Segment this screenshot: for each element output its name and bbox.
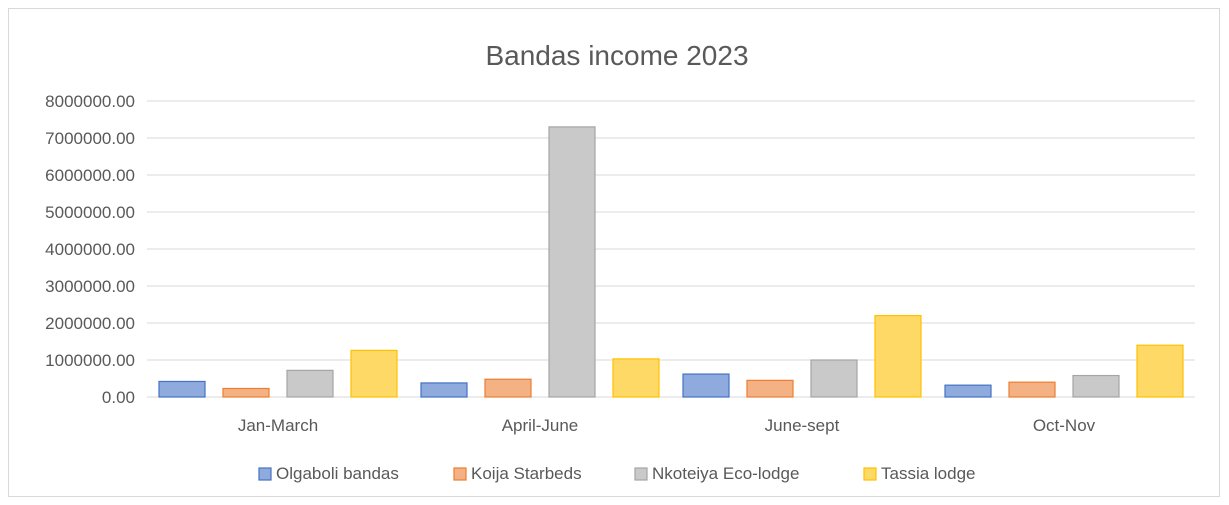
bar-chart: Bandas income 2023 0.00 1000000.00 2000000… — [45, 40, 1195, 483]
bar-nkoteiya-eco-lodge-june-sept — [810, 359, 858, 398]
y-tick-label: 4000000.00 — [45, 240, 135, 259]
legend-label: Olgaboli bandas — [276, 464, 399, 483]
legend: Olgaboli bandas Koija Starbeds Nkoteiya Ec… — [258, 464, 976, 483]
bar-tassia-lodge-april-june — [612, 358, 660, 398]
bar-olgaboli-bandas-jan-march — [158, 380, 206, 398]
gridlines — [147, 100, 1195, 398]
bar-nkoteiya-eco-lodge-april-june — [548, 126, 596, 398]
bar-tassia-lodge-oct-nov — [1136, 344, 1184, 398]
x-category-label: April-June — [502, 416, 579, 435]
y-tick-label: 0.00 — [102, 388, 135, 407]
bar-olgaboli-bandas-june-sept — [682, 373, 730, 398]
y-tick-label: 2000000.00 — [45, 314, 135, 333]
y-tick-label: 6000000.00 — [45, 166, 135, 185]
x-category-label: Jan-March — [238, 416, 318, 435]
legend-label: Nkoteiya Eco-lodge — [652, 464, 799, 483]
legend-swatch — [453, 467, 467, 481]
bar-tassia-lodge-jan-march — [350, 349, 398, 398]
y-tick-label: 3000000.00 — [45, 277, 135, 296]
y-tick-label: 7000000.00 — [45, 129, 135, 148]
bar-olgaboli-bandas-april-june — [420, 382, 468, 398]
bar-nkoteiya-eco-lodge-oct-nov — [1072, 374, 1120, 398]
bar-tassia-lodge-june-sept — [874, 315, 922, 398]
legend-swatch — [634, 467, 648, 481]
y-tick-label: 8000000.00 — [45, 92, 135, 111]
bar-koija-starbeds-jan-march — [222, 387, 270, 398]
bar-nkoteiya-eco-lodge-jan-march — [286, 369, 334, 398]
y-axis-tick-labels: 0.00 1000000.00 2000000.00 3000000.00 400000… — [45, 92, 135, 407]
legend-swatch — [863, 467, 877, 481]
bar-koija-starbeds-april-june — [484, 378, 532, 398]
legend-label: Tassia lodge — [881, 464, 976, 483]
legend-label: Koija Starbeds — [471, 464, 582, 483]
y-tick-label: 5000000.00 — [45, 203, 135, 222]
bar-koija-starbeds-june-sept — [746, 379, 794, 398]
bar-olgaboli-bandas-oct-nov — [944, 384, 992, 398]
y-tick-label: 1000000.00 — [45, 351, 135, 370]
chart-title: Bandas income 2023 — [485, 40, 748, 71]
x-axis-category-labels: Jan-March April-June June-sept Oct-Nov — [238, 416, 1096, 435]
bar-koija-starbeds-oct-nov — [1008, 381, 1056, 398]
legend-swatch — [258, 467, 272, 481]
x-category-label: June-sept — [765, 416, 840, 435]
bars — [158, 126, 1184, 398]
chart-frame: Bandas income 2023 0.00 1000000.00 2000000… — [8, 8, 1220, 497]
x-category-label: Oct-Nov — [1033, 416, 1096, 435]
